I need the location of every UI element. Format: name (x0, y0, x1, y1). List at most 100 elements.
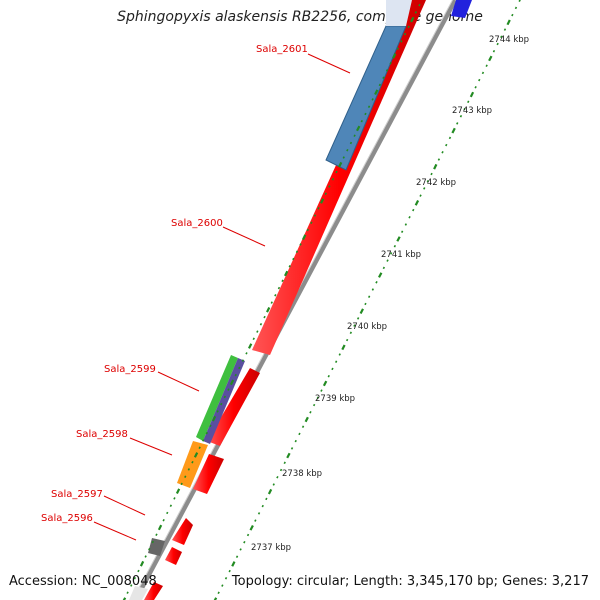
scale-right-tick-mark (304, 416, 309, 423)
gene-bar-sala-2596-forward[interactable] (165, 547, 182, 565)
scale-right-tick-mark (349, 331, 353, 335)
scale-left-tick-mark (151, 540, 155, 544)
scale-left-tick-mark (310, 221, 313, 225)
scale-right-tick-mark (456, 122, 459, 125)
gene-bar-top-blue[interactable] (451, 0, 472, 18)
scale-right-tick-mark (496, 42, 499, 46)
scale-left-tick-mark (403, 32, 407, 36)
scale-left-tick-mark (259, 323, 263, 326)
scale-left-tick-mark (175, 488, 181, 494)
scale-left-tick-mark (211, 415, 217, 422)
scale-right-tick-mark (298, 432, 301, 436)
scale-left-tick-mark (400, 40, 403, 43)
scale-right-tick-mark (257, 512, 261, 515)
scale-left-tick-mark (198, 446, 201, 449)
gene-label-sala-2596[interactable]: Sala_2596 (41, 513, 93, 524)
label-connector-sala-2596 (93, 521, 137, 541)
gene-label-sala-2599[interactable]: Sala_2599 (104, 364, 156, 375)
scale-right-tick-mark (478, 78, 481, 82)
scale-left-tick-mark (180, 482, 183, 486)
scale-right-tick-mark (294, 439, 297, 443)
scale-right-tick-mark (239, 548, 242, 551)
gene-bar-sala-2599-forward[interactable] (207, 368, 260, 446)
scale-left-tick-mark (328, 185, 331, 188)
scale-left-tick-mark (193, 452, 199, 458)
scale-right-tick-mark (272, 483, 275, 486)
scale-left-tick-mark (191, 460, 194, 464)
scale-right-tick-mark (213, 597, 218, 600)
scale-left-tick-mark (313, 214, 317, 217)
scale-left-tick-mark (187, 468, 191, 471)
scale-right-tick-mark (426, 179, 430, 183)
scale-left-tick-mark (392, 53, 397, 59)
scale-left-tick-mark (342, 156, 345, 159)
scale-left-tick-mark (227, 388, 230, 391)
scale-right-tick-mark (364, 302, 367, 306)
scale-right-tick-mark (518, 0, 521, 2)
gene-label-sala-2598[interactable]: Sala_2598 (76, 429, 128, 440)
scale-left-tick-mark (216, 410, 219, 413)
scale-right-tick-mark (404, 223, 408, 226)
gene-bar-top-pale[interactable] (386, 0, 412, 26)
gene-bar-bottom-forward[interactable] (144, 582, 163, 600)
scale-right-tick-mark (246, 533, 250, 537)
scale-right-tick-mark (320, 389, 323, 392)
scale-left-tick-mark (157, 524, 163, 531)
scale-right-tick-mark (514, 6, 518, 10)
scale-left-tick-mark (299, 243, 302, 246)
scale-left-tick-mark (320, 198, 325, 204)
scale-right-tick-mark (378, 272, 383, 278)
scale-left-tick-mark (353, 134, 356, 137)
gene-label-sala-2600[interactable]: Sala_2600 (171, 218, 223, 229)
scale-left-tick-mark (349, 141, 353, 145)
gene-bar-sala-2601[interactable] (325, 25, 407, 171)
gene-bar-sala-2597-forward[interactable] (172, 518, 193, 545)
scale-left-tick-mark (295, 250, 299, 254)
scale-right-tick-mark (356, 317, 360, 320)
scale-right-tick-mark (265, 497, 268, 501)
backbone-line (132, 0, 458, 600)
scale-right-tick-mark (445, 143, 448, 147)
scale-right-tick-mark (327, 374, 330, 378)
scale-dots-left (122, 3, 421, 600)
scale-right-tick-mark (316, 396, 319, 400)
scale-label-2739: 2739 kbp (315, 394, 355, 404)
scale-right-tick-mark (451, 127, 456, 134)
scale-left-tick-mark (346, 148, 349, 152)
scale-right-tick-mark (249, 524, 254, 531)
topology-summary: Topology: circular; Length: 3,345,170 bp… (231, 574, 589, 589)
scale-left-tick-mark (277, 286, 281, 290)
scale-left-tick-mark (364, 112, 367, 116)
gene-bar-sala-2600-forward[interactable] (252, 0, 426, 355)
scale-right-tick-mark (243, 540, 246, 544)
scale-right-tick-mark (276, 475, 279, 479)
scale-left-tick-mark (274, 294, 277, 297)
gene-label-sala-2601[interactable]: Sala_2601 (256, 44, 308, 55)
scale-left-tick-mark (238, 366, 241, 370)
scale-label-2743: 2743 kbp (452, 106, 492, 116)
gene-bar-sala-2599-purple[interactable] (203, 358, 245, 444)
scale-right-tick-mark (371, 288, 375, 291)
scale-left-tick-mark (378, 83, 382, 87)
scale-left-tick-mark (302, 234, 307, 241)
gene-bar-sala-2598-forward[interactable] (193, 454, 224, 494)
scale-right-tick-mark (224, 577, 228, 580)
scale-left-tick-mark (184, 475, 187, 478)
scale-right-tick-mark (419, 194, 422, 197)
scale-left-tick-mark (148, 547, 151, 551)
scale-right-tick-mark (488, 55, 493, 62)
scale-right-tick-mark (393, 244, 397, 248)
scale-dots-right (213, 0, 521, 600)
scale-left-tick-mark (248, 343, 253, 349)
scale-right-tick-mark (217, 591, 220, 595)
scale-left-tick-mark (229, 379, 235, 386)
gene-bar-sala-2599-green[interactable] (196, 355, 238, 441)
gene-bar-bottom-white[interactable] (129, 586, 148, 600)
label-connector-sala-2600 (222, 226, 266, 247)
gene-label-sala-2597[interactable]: Sala_2597 (51, 489, 103, 500)
scale-right-tick-mark (400, 230, 404, 233)
scale-right-tick-mark (353, 324, 356, 327)
scale-left-tick-mark (396, 47, 400, 50)
scale-label-2742: 2742 kbp (416, 178, 456, 188)
scale-label-2737: 2737 kbp (251, 543, 291, 553)
